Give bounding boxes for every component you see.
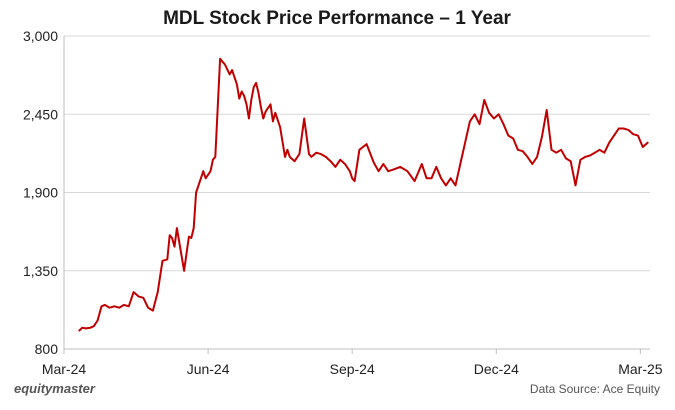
- brand-logo: equitymaster: [14, 381, 96, 396]
- y-tick-label: 2,450: [23, 106, 58, 122]
- x-tick-label: Jun-24: [187, 361, 230, 377]
- chart-title: MDL Stock Price Performance – 1 Year: [163, 8, 511, 29]
- axes: [63, 36, 650, 350]
- y-tick-label: 800: [35, 341, 59, 357]
- x-tick-label: Sep-24: [330, 361, 375, 377]
- y-tick-label: 1,900: [23, 185, 58, 201]
- x-axis-ticks: Mar-24 Jun-24 Sep-24 Dec-24 Mar-25: [42, 349, 663, 377]
- y-axis-ticks: 800 1,350 1,900 2,450 3,000: [23, 28, 58, 357]
- grid: [64, 35, 650, 272]
- y-tick-label: 1,350: [23, 263, 58, 279]
- y-tick-label: 3,000: [23, 28, 58, 44]
- series-line-mdl: [78, 57, 649, 332]
- x-tick-label: Mar-24: [42, 361, 87, 377]
- data-source: Data Source: Ace Equity: [530, 382, 660, 396]
- x-tick-label: Dec-24: [474, 361, 519, 377]
- series-layer: [78, 57, 649, 332]
- x-tick-label: Mar-25: [618, 361, 663, 377]
